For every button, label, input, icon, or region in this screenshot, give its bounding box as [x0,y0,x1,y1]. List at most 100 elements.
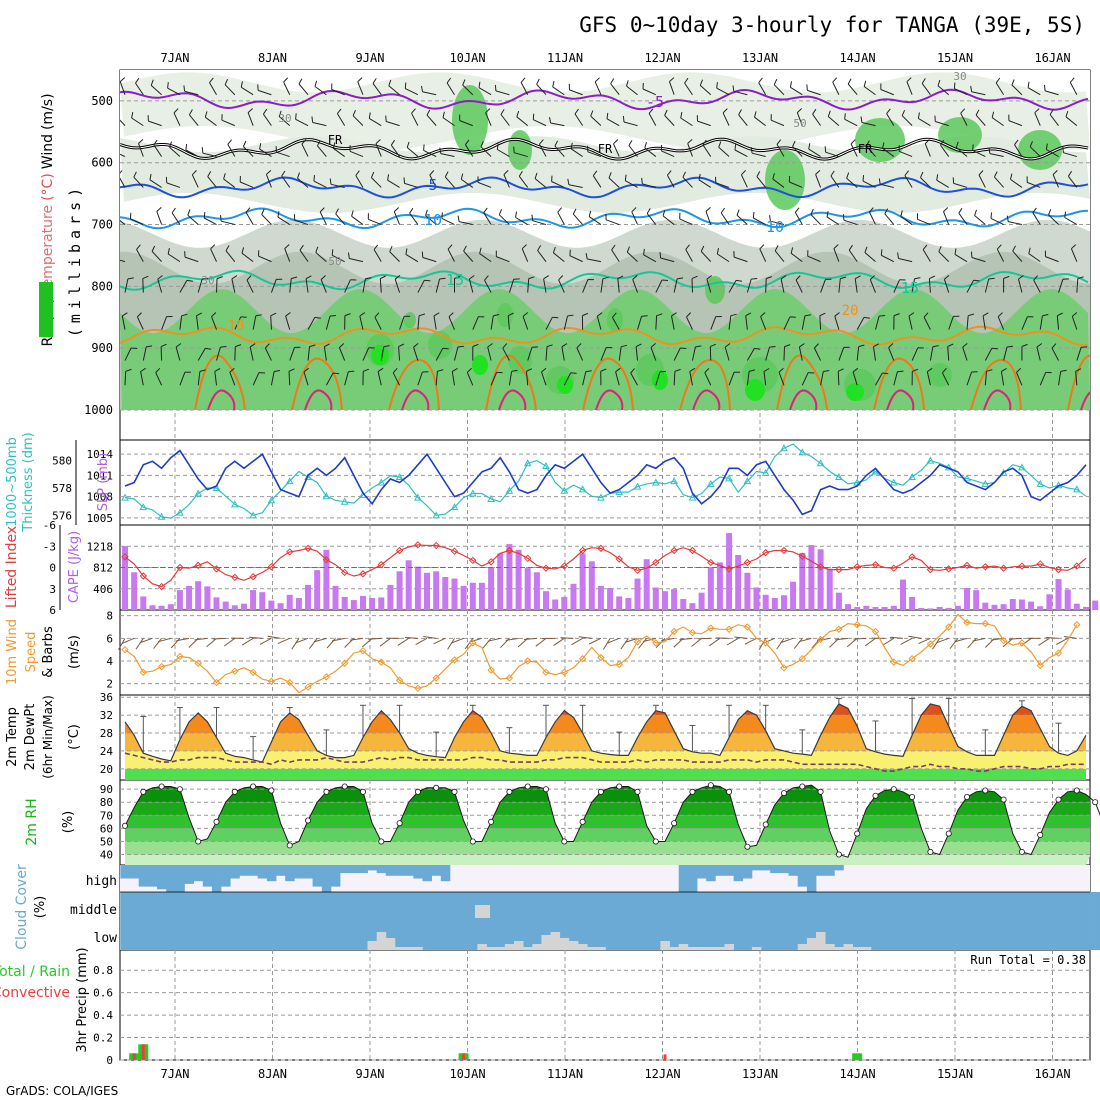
wind-barb-flag [183,85,186,92]
wind-barb-flag [680,347,687,349]
wind-barb [417,279,425,293]
wind-barb [875,372,883,386]
cloud-bar-high [816,865,826,876]
li-point [395,546,404,555]
wind-barb [685,249,693,262]
cape-bar [689,603,696,610]
wind-barb-flag [796,108,803,113]
date-label-top: 8JAN [258,51,287,65]
cloud-bar-low [495,947,506,950]
wind-barb [1048,214,1059,225]
wind-barb [746,278,752,293]
wind-barb [623,121,638,127]
wind-barb-10m [350,637,364,641]
cape-bar [1046,594,1053,610]
wind-barb [971,91,986,96]
wind-barb [772,178,785,188]
wind-barb-flag [552,316,559,319]
precip-axis-title-total: Total / Rain [0,964,70,980]
wind-barb-flag [496,143,499,150]
wind-barb-flag [466,367,472,373]
wind-speed-point [1018,639,1026,647]
wind-barb [611,249,620,262]
cape-bar [222,601,229,610]
wind-barb [184,90,199,96]
li-point [212,565,221,573]
cape-bar [149,605,156,610]
wind-barb [247,112,254,126]
wind-barb [760,316,767,330]
cape-bar [881,606,888,610]
wind-barb [344,279,351,293]
wind-barb [1027,87,1041,96]
wind-barb [668,81,675,95]
wind-barb-flag [893,313,900,317]
wind-barb-flag [854,275,861,280]
wind-barb [935,121,949,127]
wind-barb-flag [311,116,314,123]
li-point [816,563,825,571]
cloud-bar-low [797,944,808,950]
wind-barb [435,371,438,386]
isotherm-line-inner [120,138,1089,160]
li-point [359,570,367,578]
slp-tick-label: 1014 [87,448,114,461]
wind-speed-point [798,655,806,663]
li-point [890,564,898,572]
wind-barb-flag [111,252,112,258]
wind-barb [389,251,400,262]
wind-barb [375,143,382,157]
contour-label: 5 [428,176,437,194]
wind-barb [881,254,895,263]
wind-barb [221,220,235,226]
cloud-bar-middle [230,892,240,950]
li-point [597,544,605,553]
wind-barb [197,348,206,361]
wind-barb-10m [326,638,336,649]
temp-tick-label: 28 [100,727,113,740]
wind-barb-flag [513,146,515,153]
cloud-bar-high [312,865,323,887]
wind-barb [120,81,126,95]
wind-speed-line [124,613,1078,694]
cloud-level-label: low [94,931,118,946]
wind-speed-point [780,664,788,672]
cloud-bar-high [321,865,332,892]
wind-frame [119,609,1091,696]
thickness-point [889,478,898,486]
wind-barb [495,90,510,96]
wind-barb [189,114,199,126]
wind-barb [984,278,990,293]
wind-barb-flag [748,369,756,372]
pressure-tick-label: 600 [91,156,113,170]
cape-tick-label: 1218 [87,540,114,553]
wind-speed-point [707,624,715,632]
cape-bar [1028,601,1035,610]
wind-barb-flag [201,147,204,154]
wind-tick-label: 2 [106,678,113,691]
cloud-bar-low [687,947,698,950]
wind-barb [214,371,218,386]
cloud-bar-middle [1090,892,1100,950]
wind-barb [297,177,309,188]
wind-barb [148,120,162,127]
wind-barb [422,257,437,263]
wind-barb [673,347,681,361]
footer-credit: GrADS: COLA/IGES [6,1084,118,1098]
wind-barb-10m [643,637,656,642]
wind-barb [1028,253,1041,263]
cape-bar [414,566,421,610]
rh-point [817,788,824,795]
wind-barb [572,213,583,225]
rh-point [176,786,183,793]
wind-barb-flag [262,108,268,115]
rh-point [122,822,129,829]
rh-band-light [120,136,1090,213]
wind-barb [664,115,675,126]
cloud-bar-middle [651,892,661,950]
wind-barb-flag [413,343,419,348]
wind-barb [349,150,364,158]
wind-barb-flag [425,209,428,216]
wind-barb-flag [365,277,372,280]
